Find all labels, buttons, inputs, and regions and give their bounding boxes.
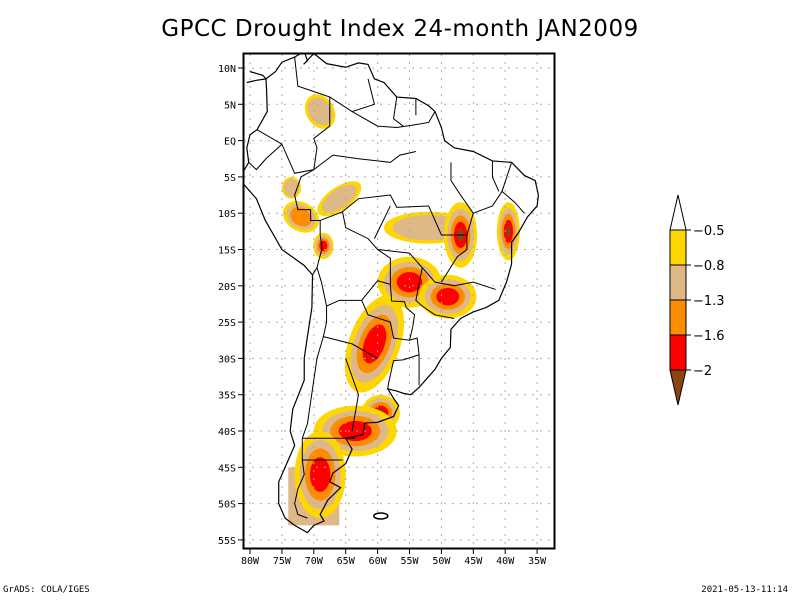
drought-area-west-amazon — [321, 184, 357, 213]
political-border — [256, 57, 331, 174]
legend-swatch — [669, 229, 687, 266]
lat-tick-label: 5N — [224, 100, 236, 111]
political-border — [294, 169, 323, 276]
lon-tick-label: 45W — [464, 556, 483, 567]
lat-tick-label: 35S — [218, 391, 236, 402]
legend-triangle-bottom — [669, 369, 687, 406]
political-border — [313, 151, 416, 171]
political-border — [491, 160, 500, 192]
lon-tick-label: 80W — [241, 556, 260, 567]
color-legend: −0.5 −0.8 −1.3 −1.6 −2 — [669, 194, 725, 406]
lon-tick-label: 75W — [273, 556, 292, 567]
drought-area-bahia-coast — [506, 225, 511, 238]
political-border — [248, 143, 283, 171]
legend-label: −1.6 — [693, 329, 725, 344]
central-america-coastline — [246, 71, 268, 84]
political-border — [387, 337, 420, 389]
legend-label: −2 — [693, 364, 712, 379]
political-border — [501, 162, 513, 192]
grads-credit: GrADS: COLA/IGES — [3, 585, 90, 595]
drought-area-sao-paulo — [436, 287, 460, 306]
political-border — [393, 96, 404, 127]
legend-swatch — [669, 334, 687, 371]
political-border — [316, 211, 391, 307]
lon-tick-label: 60W — [369, 556, 388, 567]
lon-tick-label: 50W — [432, 556, 451, 567]
lon-tick-label: 65W — [337, 556, 356, 567]
political-border — [345, 358, 359, 432]
legend-label: −1.3 — [693, 294, 725, 309]
drought-area-bolivia-andes — [319, 240, 328, 252]
legend-label: −0.5 — [693, 224, 725, 239]
lat-tick-label: 10N — [218, 64, 236, 75]
political-border — [351, 111, 436, 129]
map-frame — [242, 52, 556, 550]
lat-tick-label: 50S — [218, 500, 236, 511]
timestamp: 2021-05-13-11:14 — [701, 585, 788, 595]
lat-tick-label: 15S — [218, 246, 236, 257]
lon-tick-label: 40W — [496, 556, 515, 567]
lat-tick-label: 25S — [218, 318, 236, 329]
lat-tick-label: 30S — [218, 354, 236, 365]
political-border — [329, 78, 376, 113]
lat-tick-label: 45S — [218, 463, 236, 474]
lat-tick-label: 55S — [218, 536, 236, 547]
lat-tick-label: 20S — [218, 282, 236, 293]
lon-tick-label: 55W — [400, 556, 419, 567]
drought-area-patagonia — [309, 457, 331, 492]
drought-area-la-pampa — [338, 420, 372, 442]
lat-tick-label: 40S — [218, 427, 236, 438]
drought-area-mato-grosso-do-sul — [396, 272, 423, 293]
political-border — [377, 249, 496, 290]
political-border — [361, 284, 416, 341]
coastline-layer — [244, 54, 539, 534]
political-border — [294, 306, 328, 519]
legend-triangle-top — [669, 194, 687, 231]
political-border — [415, 267, 455, 319]
lat-tick-label: EQ — [224, 137, 236, 148]
legend-swatch — [669, 264, 687, 301]
legend-label: −0.8 — [693, 259, 725, 274]
lat-tick-label: 10S — [218, 209, 236, 220]
political-border — [473, 190, 525, 214]
lat-tick-label: 5S — [224, 173, 236, 184]
axis-ticks: 10N 5N EQ 5S 10S 15S 20S 25S 30S 35S 40S 45S 50S 55S 8… — [218, 64, 547, 567]
legend-swatch — [669, 299, 687, 336]
political-border — [323, 336, 378, 359]
drought-area-peru-central — [290, 207, 312, 227]
political-border — [440, 234, 468, 283]
lon-tick-label: 35W — [528, 556, 547, 567]
political-border — [342, 194, 429, 213]
political-border — [373, 205, 391, 239]
plot-title: GPCC Drought Index 24-month JAN2009 — [161, 16, 639, 42]
falkland-islands — [373, 512, 389, 520]
lon-tick-label: 70W — [305, 556, 324, 567]
